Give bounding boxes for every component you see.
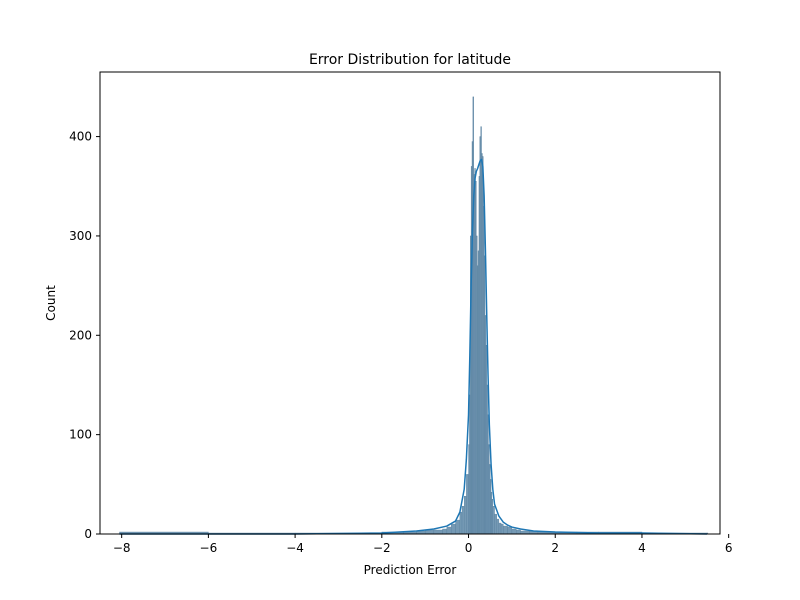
histogram-bar xyxy=(455,519,461,535)
histogram-bars xyxy=(119,96,709,535)
x-tick-label: −2 xyxy=(373,541,391,555)
histogram-bar xyxy=(496,518,500,535)
y-tick-label: 0 xyxy=(84,527,92,541)
x-tick-label: 6 xyxy=(725,541,733,555)
kde-curve-group xyxy=(119,158,708,535)
histogram-bar xyxy=(461,505,465,535)
kde-line xyxy=(119,158,708,535)
x-tick-label: 2 xyxy=(551,541,559,555)
histogram-bar xyxy=(511,528,517,535)
histogram-bar xyxy=(466,474,469,535)
histogram-bar xyxy=(450,523,456,535)
x-axis-label: Prediction Error xyxy=(364,563,457,577)
histogram-bar xyxy=(500,523,504,535)
y-tick-label: 300 xyxy=(69,229,92,243)
histogram-bar xyxy=(492,505,495,535)
histogram-bar xyxy=(507,526,513,535)
x-tick-label: −4 xyxy=(286,541,304,555)
histogram-bar xyxy=(498,522,502,535)
y-axis-ticks: 0 100 200 300 400 xyxy=(69,130,100,541)
histogram-bar xyxy=(446,526,452,535)
plot-frame xyxy=(99,71,721,535)
y-tick-label: 400 xyxy=(69,130,92,144)
histogram-bar xyxy=(463,496,467,535)
y-tick-label: 100 xyxy=(69,428,92,442)
histogram-bar xyxy=(442,528,448,535)
histogram-bar xyxy=(494,513,497,535)
x-tick-label: 4 xyxy=(638,541,646,555)
x-tick-label: −6 xyxy=(200,541,218,555)
x-axis-ticks: −8 −6 −4 −2 0 2 4 6 xyxy=(113,534,733,555)
chart-title: Error Distribution for latitude xyxy=(309,52,511,68)
y-tick-label: 200 xyxy=(69,328,92,342)
histogram-bar xyxy=(516,529,521,535)
histogram-bar xyxy=(503,525,508,535)
x-tick-label: −8 xyxy=(113,541,131,555)
y-axis-label: Count xyxy=(44,285,58,321)
x-tick-label: 0 xyxy=(465,541,473,555)
histogram-bar xyxy=(459,511,463,535)
histogram-bar xyxy=(433,529,443,535)
